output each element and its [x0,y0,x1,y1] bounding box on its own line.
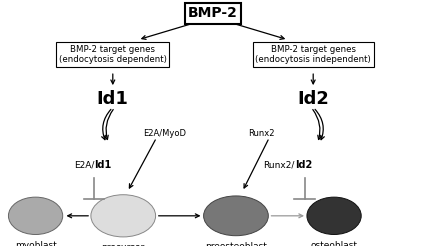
Text: preosteoblast: preosteoblast [205,242,267,246]
Text: Id1: Id1 [95,160,112,170]
Ellipse shape [204,196,268,236]
Text: E2A/: E2A/ [74,161,94,170]
Text: Runx2/: Runx2/ [263,161,294,170]
Text: BMP-2 target genes
(endocytosis dependent): BMP-2 target genes (endocytosis dependen… [59,45,167,64]
Text: osteoblast: osteoblast [311,241,357,246]
Text: E2A/MyoD: E2A/MyoD [144,129,187,138]
Ellipse shape [307,197,361,234]
Text: Id1: Id1 [97,90,129,108]
Text: myoblast: myoblast [14,241,57,246]
Text: precursor: precursor [102,243,145,246]
Text: Id2: Id2 [297,90,329,108]
Ellipse shape [91,195,155,237]
Ellipse shape [9,197,63,234]
Text: Id2: Id2 [295,160,312,170]
Text: BMP-2 target genes
(endocytosis independent): BMP-2 target genes (endocytosis independ… [255,45,371,64]
Text: Runx2: Runx2 [248,129,274,138]
Text: BMP-2: BMP-2 [188,6,238,20]
